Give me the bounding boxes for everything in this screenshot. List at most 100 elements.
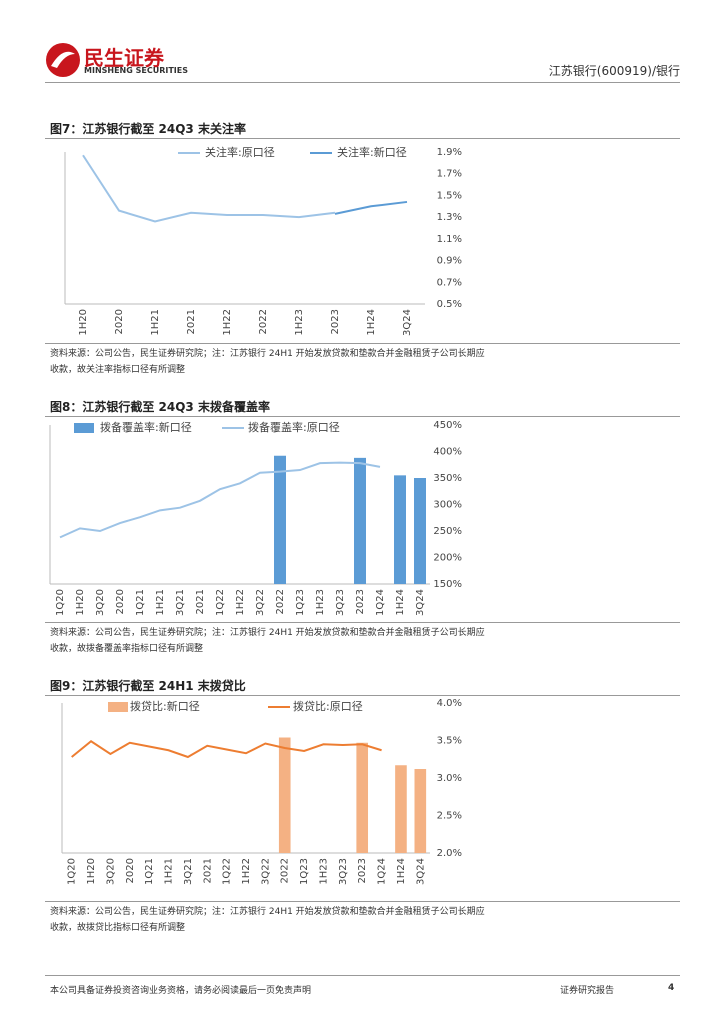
x-tick-label: 1Q22 — [215, 589, 226, 616]
x-tick-label: 1H23 — [294, 309, 305, 336]
legend-swatch — [108, 702, 128, 712]
figure-title: 图7：江苏银行截至 24Q3 末关注率 — [50, 122, 246, 136]
legend-label: 拨备覆盖率:新口径 — [100, 420, 192, 434]
x-tick-label: 1H21 — [164, 858, 175, 885]
x-tick-label: 2022 — [280, 858, 291, 883]
y-tick-label: 150% — [433, 579, 462, 590]
x-tick-label: 2023 — [355, 589, 366, 614]
bar — [356, 742, 369, 853]
line — [71, 740, 382, 759]
page-number: 4 — [668, 983, 675, 993]
x-tick-label: 3Q24 — [415, 589, 426, 616]
x-tick-label: 1Q21 — [144, 858, 155, 885]
chart: 0.5% 0.7% 0.9% 1.1% 1.3% 1.5% 1.7% 1.9% 1H20 2020… — [64, 145, 462, 336]
x-tick-label: 3Q22 — [255, 589, 266, 616]
bar — [414, 769, 427, 853]
x-tick-label: 2020 — [114, 309, 125, 334]
source-note: 资料来源：公司公告，民生证券研究院；注：江苏银行 24H1 开始发放贷款和垫款合… — [50, 628, 485, 654]
chart: 150% 200% 250% 300% 350% 400% 450% 1Q20 1H20 3Q20… — [49, 420, 462, 616]
brand: 民生证券 — [84, 46, 164, 70]
disclaimer: 本公司具备证券投资咨询业务资格，请务必阅读最后一页免责声明 — [50, 986, 312, 996]
x-tick-label: 1Q20 — [55, 589, 66, 616]
legend-label: 拨备覆盖率:原口径 — [248, 420, 340, 434]
y-tick-label: 3.5% — [437, 736, 462, 747]
x-tick-label: 1H22 — [235, 589, 246, 616]
bar — [354, 457, 366, 584]
x-tick-label: 3Q23 — [335, 589, 346, 616]
logo-icon — [46, 43, 80, 77]
x-tick-label: 3Q21 — [183, 858, 194, 885]
y-tick-label: 4.0% — [437, 698, 462, 709]
bar — [278, 737, 291, 853]
bar — [395, 765, 407, 853]
report-name: 江苏银行(600919)/银行 — [548, 64, 680, 78]
title-rule — [45, 138, 680, 139]
y-tick-label: 0.7% — [437, 277, 462, 288]
x-tick-label: 2021 — [202, 858, 213, 883]
x-tick-label: 1H23 — [315, 589, 326, 616]
x-tick-label: 1H24 — [366, 309, 377, 336]
x-tick-label: 2021 — [195, 589, 206, 614]
x-tick-label: 3Q23 — [338, 858, 349, 885]
y-tick-label: 300% — [433, 500, 462, 511]
y-tick-label: 400% — [433, 447, 462, 458]
x-tick-label: 3Q22 — [260, 858, 271, 885]
x-tick-label: 1H20 — [78, 309, 89, 336]
note-rule — [45, 622, 680, 623]
y-tick-label: 3.0% — [437, 773, 462, 784]
y-tick-label: 2.5% — [437, 811, 462, 822]
x-tick-label: 3Q20 — [105, 858, 116, 885]
chart: 2.0% 2.5% 3.0% 3.5% 4.0% 1Q20 1H20 3Q20 2020 1Q21… — [61, 698, 462, 885]
source-note: 资料来源：公司公告，民生证券研究院；注：江苏银行 24H1 开始发放贷款和垫款合… — [50, 349, 485, 375]
x-tick-label: 2021 — [186, 309, 197, 334]
x-tick-label: 1Q22 — [222, 858, 233, 885]
source-note: 资料来源：公司公告，民生证券研究院；注：江苏银行 24H1 开始发放贷款和垫款合… — [50, 907, 485, 933]
note-rule — [45, 343, 680, 344]
line — [59, 461, 381, 539]
line — [82, 154, 336, 223]
y-tick-label: 1.5% — [437, 190, 462, 201]
x-tick-label: 3Q24 — [402, 309, 413, 336]
x-tick-label: 1H23 — [318, 858, 329, 885]
note-rule — [45, 901, 680, 902]
y-tick-label: 2.0% — [437, 848, 462, 859]
figure-title: 图8：江苏银行截至 24Q3 末拨备覆盖率 — [50, 400, 270, 414]
x-tick-label: 3Q21 — [175, 589, 186, 616]
doc-type: 证券研究报告 — [560, 986, 615, 996]
x-tick-label: 2023 — [330, 309, 341, 334]
legend-label: 关注率:原口径 — [205, 145, 275, 159]
legend-swatch — [74, 423, 94, 433]
y-tick-label: 1.9% — [437, 147, 462, 158]
y-tick-label: 450% — [433, 420, 462, 431]
x-tick-label: 1H20 — [86, 858, 97, 885]
x-tick-label: 1H22 — [222, 309, 233, 336]
y-tick-label: 1.3% — [437, 212, 462, 223]
x-tick-label: 2022 — [258, 309, 269, 334]
x-tick-label: 1Q23 — [299, 858, 310, 885]
figure-title: 图9：江苏银行截至 24H1 末拨贷比 — [50, 679, 246, 693]
y-tick-label: 1.1% — [437, 234, 462, 245]
x-tick-label: 2020 — [115, 589, 126, 614]
bar — [274, 455, 286, 584]
y-tick-label: 200% — [433, 553, 462, 564]
legend-label: 拨贷比:原口径 — [293, 699, 363, 713]
x-tick-label: 2020 — [125, 858, 136, 883]
x-tick-label: 1Q24 — [377, 858, 388, 885]
x-tick-label: 1Q20 — [67, 858, 78, 885]
x-tick-label: 1Q21 — [135, 589, 146, 616]
title-rule — [45, 416, 680, 417]
bar — [394, 475, 406, 584]
y-tick-label: 1.7% — [437, 169, 462, 180]
x-tick-label: 3Q20 — [95, 589, 106, 616]
legend-label: 拨贷比:新口径 — [130, 699, 200, 713]
x-tick-label: 3Q24 — [415, 858, 426, 885]
x-tick-label: 1H24 — [396, 858, 407, 885]
line — [334, 200, 408, 215]
bar — [414, 478, 426, 584]
header-rule — [45, 82, 680, 83]
x-tick-label: 1H20 — [75, 589, 86, 616]
y-tick-label: 250% — [433, 526, 462, 537]
y-tick-label: 350% — [433, 473, 462, 484]
legend-label: 关注率:新口径 — [337, 145, 407, 159]
